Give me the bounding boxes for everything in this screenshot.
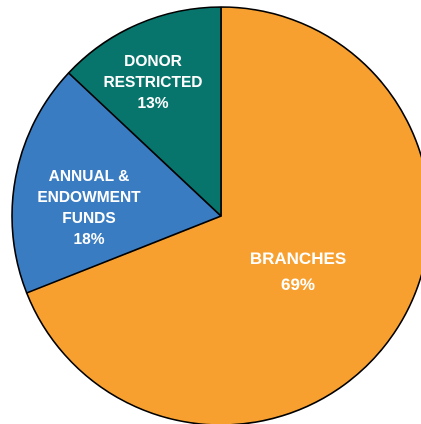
slice-label-donor-restricted-line2: RESTRICTED bbox=[103, 74, 202, 91]
pie-slice-annual-endowment bbox=[11, 72, 222, 294]
slice-label-donor-restricted-line1: DONOR bbox=[124, 53, 182, 70]
pie-slices bbox=[11, 6, 421, 424]
pie-slice-donor-restricted bbox=[67, 6, 222, 217]
slice-label-branches: BRANCHES bbox=[250, 249, 346, 268]
slice-label-annual-endowment-line3: FUNDS bbox=[62, 210, 115, 227]
slice-value-donor-restricted: 13% bbox=[137, 95, 168, 112]
slice-label-annual-endowment-line2: ENDOWMENT bbox=[37, 189, 141, 206]
slice-label-annual-endowment-line1: ANNUAL & bbox=[49, 168, 130, 185]
pie-labels: BRANCHES 69% ANNUAL & ENDOWMENT FUNDS 18… bbox=[37, 53, 346, 294]
slice-value-annual-endowment: 18% bbox=[73, 231, 104, 248]
pie-slice-branches bbox=[25, 6, 421, 424]
slice-value-branches: 69% bbox=[281, 275, 315, 294]
